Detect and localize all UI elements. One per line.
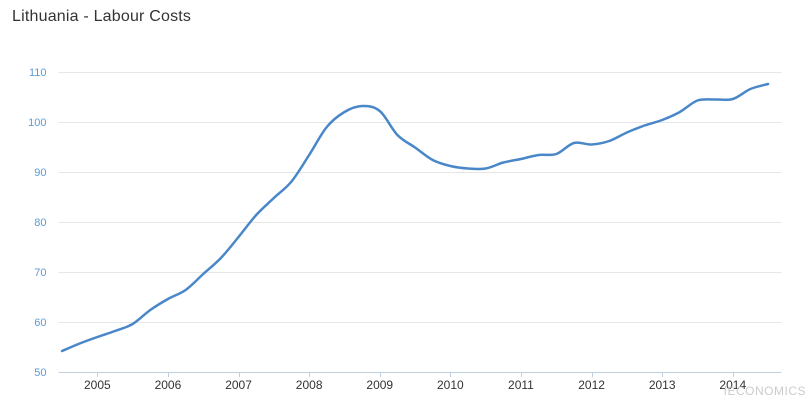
y-axis-tick-label: 50 (34, 367, 46, 379)
y-axis-tick-label: 110 (29, 67, 47, 79)
y-axis-tick-label: 60 (34, 317, 46, 329)
x-axis-tick-label: 2012 (578, 378, 605, 392)
x-axis-tick-label: 2006 (155, 378, 182, 392)
x-axis-tick-label: 2009 (366, 378, 393, 392)
y-axis-tick-label: 70 (34, 267, 46, 279)
chart-title: Lithuania - Labour Costs (12, 8, 192, 25)
series-line[interactable] (60, 82, 770, 353)
watermark: IECONOMICS (723, 384, 806, 398)
x-axis-tick-label: 2008 (296, 378, 323, 392)
x-axis-tick-label: 2005 (84, 378, 111, 392)
x-axis-tick-label: 2014 (719, 378, 746, 392)
y-axis-tick-label: 90 (34, 167, 46, 179)
y-axis-tick-label: 80 (34, 217, 46, 229)
x-axis-tick-label: 2011 (508, 378, 534, 392)
y-axis-tick-label: 100 (28, 117, 46, 129)
x-axis-tick-label: 2007 (225, 378, 252, 392)
x-axis-tick-label: 2013 (649, 378, 676, 392)
x-axis-tick-label: 2010 (437, 378, 464, 392)
